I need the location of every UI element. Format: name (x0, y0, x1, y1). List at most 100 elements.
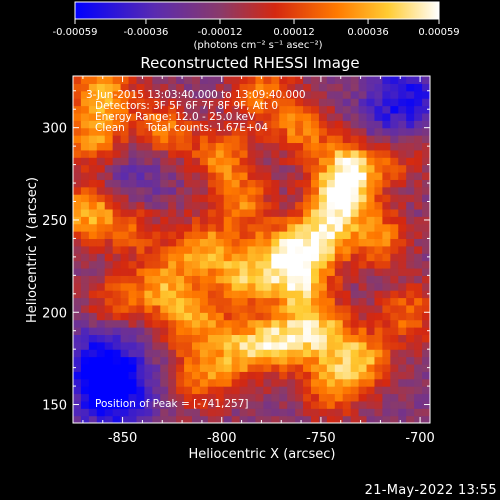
heatmap-pixel (366, 179, 376, 188)
heatmap-pixel (144, 112, 153, 121)
heatmap-pixel (406, 334, 415, 343)
heatmap-pixel (366, 290, 376, 299)
heatmap-pixel (112, 304, 122, 313)
heatmap-pixel (73, 127, 82, 136)
heatmap-pixel (406, 216, 415, 225)
heatmap-pixel (247, 164, 257, 173)
heatmap-pixel (398, 208, 407, 217)
heatmap-pixel (334, 334, 344, 343)
heatmap-pixel (422, 290, 430, 299)
heatmap-pixel (73, 201, 82, 210)
heatmap-pixel (112, 127, 122, 136)
heatmap-pixel (160, 386, 169, 395)
heatmap-pixel (80, 319, 90, 328)
heatmap-pixel (223, 393, 233, 402)
heatmap-pixel (398, 253, 407, 262)
heatmap-pixel (215, 363, 225, 372)
heatmap-pixel (255, 400, 264, 409)
heatmap-pixel (326, 120, 336, 129)
heatmap-pixel (311, 179, 320, 188)
heatmap-pixel (414, 304, 423, 313)
heatmap-pixel (271, 267, 280, 276)
heatmap-pixel (223, 83, 233, 92)
heatmap-pixel (207, 208, 217, 217)
heatmap-pixel (192, 223, 201, 232)
heatmap-pixel (192, 149, 201, 158)
heatmap-pixel (199, 238, 209, 247)
heatmap-pixel (350, 386, 360, 395)
heatmap-pixel (263, 194, 272, 203)
heatmap-pixel (318, 253, 328, 262)
heatmap-pixel (311, 90, 320, 99)
heatmap-pixel (414, 142, 423, 151)
heatmap-pixel (382, 386, 391, 395)
heatmap-pixel (184, 98, 193, 107)
heatmap-pixel (350, 408, 360, 417)
heatmap-pixel (128, 400, 138, 409)
heatmap-pixel (184, 415, 193, 423)
heatmap-pixel (120, 304, 130, 313)
colorbar-bar (74, 1, 440, 20)
heatmap-pixel (152, 267, 161, 276)
heatmap-pixel (152, 260, 161, 269)
heatmap-pixel (168, 194, 177, 203)
heatmap-pixel (160, 260, 169, 269)
heatmap-pixel (144, 349, 153, 358)
heatmap-pixel (120, 371, 130, 380)
heatmap-pixel (390, 90, 399, 99)
heatmap-pixel (358, 105, 368, 114)
heatmap-pixel (239, 142, 249, 151)
heatmap-pixel (231, 186, 241, 195)
heatmap-pixel (192, 194, 201, 203)
heatmap-pixel (88, 245, 98, 254)
heatmap-pixel (374, 290, 383, 299)
heatmap-pixel (128, 275, 138, 284)
heatmap-pixel (414, 231, 423, 240)
heatmap-pixel (152, 275, 161, 284)
heatmap-pixel (263, 223, 272, 232)
heatmap-pixel (73, 363, 82, 372)
heatmap-pixel (88, 327, 98, 335)
heatmap-pixel (255, 201, 264, 210)
heatmap-pixel (247, 98, 257, 107)
heatmap-pixel (303, 334, 312, 343)
heatmap-pixel (176, 127, 185, 136)
heatmap-pixel (199, 157, 209, 166)
heatmap-pixel (422, 393, 430, 402)
heatmap-pixel (136, 290, 145, 299)
heatmap-pixel (382, 267, 391, 276)
heatmap-pixel (184, 127, 193, 136)
heatmap-pixel (247, 378, 257, 387)
heatmap-pixel (96, 400, 106, 409)
heatmap-pixel (192, 363, 201, 372)
heatmap-pixel (358, 371, 368, 380)
heatmap-pixel (152, 334, 161, 343)
heatmap-pixel (406, 194, 415, 203)
heatmap-pixel (73, 105, 82, 114)
heatmap-pixel (88, 149, 98, 158)
heatmap-pixel (366, 231, 376, 240)
heatmap-pixel (247, 83, 257, 92)
heatmap-pixel (255, 238, 264, 247)
heatmap-pixel (176, 312, 185, 321)
heatmap-pixel (231, 149, 241, 158)
heatmap-pixel (128, 267, 138, 276)
heatmap-pixel (334, 282, 344, 291)
heatmap-pixel (358, 216, 368, 225)
heatmap-pixel (112, 297, 122, 306)
heatmap-pixel (279, 304, 288, 313)
heatmap-pixel (112, 90, 122, 99)
heatmap-pixel (334, 76, 344, 84)
heatmap-pixel (231, 120, 241, 129)
heatmap-pixel (311, 164, 320, 173)
heatmap-pixel (104, 201, 114, 210)
heatmap-pixel (326, 275, 336, 284)
heatmap-pixel (326, 327, 336, 335)
heatmap-pixel (231, 127, 241, 136)
heatmap-pixel (263, 260, 272, 269)
heatmap-pixel (334, 319, 344, 328)
heatmap-pixel (128, 186, 138, 195)
heatmap-pixel (326, 400, 336, 409)
heatmap-pixel (271, 386, 280, 395)
heatmap-pixel (318, 90, 328, 99)
